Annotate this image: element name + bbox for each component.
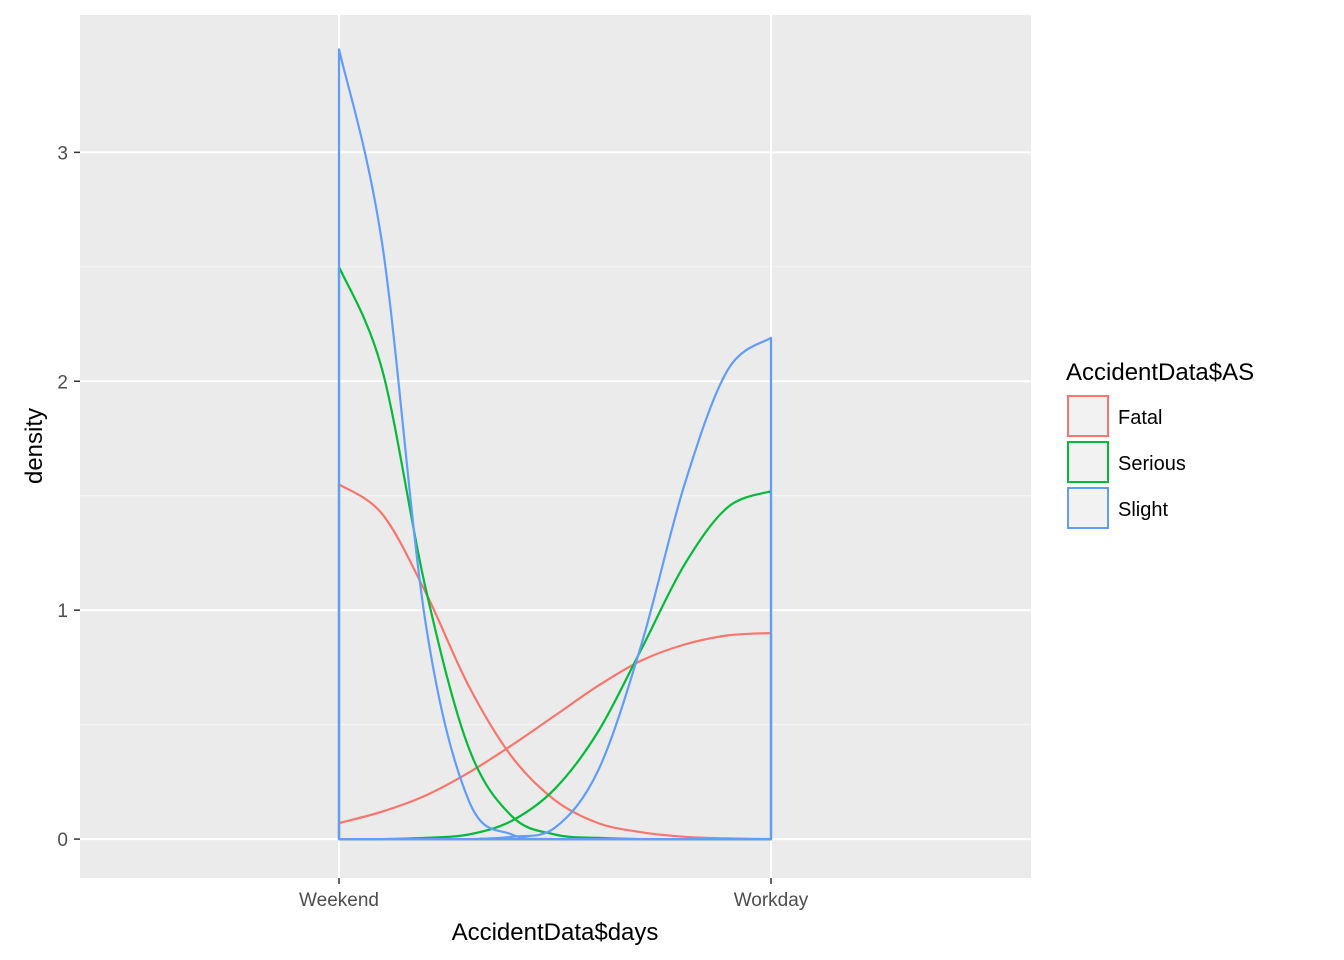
y-tick-label: 3 (57, 143, 68, 164)
x-axis-title: AccidentData$days (452, 919, 659, 946)
legend-key-fatal (1067, 395, 1109, 437)
legend-key-background (1067, 487, 1109, 529)
legend-label-fatal: Fatal (1118, 407, 1162, 429)
density-line-fatal-weekend (337, 483, 773, 841)
legend-label-slight: Slight (1118, 499, 1168, 521)
density-line-fatal-workday (337, 632, 773, 841)
legend-key-slight (1067, 487, 1109, 529)
legend-key-background (1067, 441, 1109, 483)
x-tick-label: Weekend (299, 890, 379, 911)
legend-label-serious: Serious (1118, 453, 1186, 475)
legend-key-serious (1067, 441, 1109, 483)
y-tick-label: 1 (57, 601, 68, 622)
legend: Fatal Serious Slight (1067, 395, 1186, 529)
y-axis-title: density (21, 408, 48, 484)
density-line-slight-workday (337, 336, 773, 841)
legend-title: AccidentData$AS (1066, 359, 1254, 386)
y-tick-label: 0 (57, 830, 68, 851)
y-tick-label: 2 (57, 372, 68, 393)
density-curves (337, 48, 773, 841)
plot-panel (80, 15, 1031, 878)
x-tick-label: Workday (734, 890, 809, 911)
legend-key-background (1067, 395, 1109, 437)
x-axis: Weekend Workday (299, 878, 809, 911)
y-axis: 0 1 2 3 (57, 143, 80, 851)
